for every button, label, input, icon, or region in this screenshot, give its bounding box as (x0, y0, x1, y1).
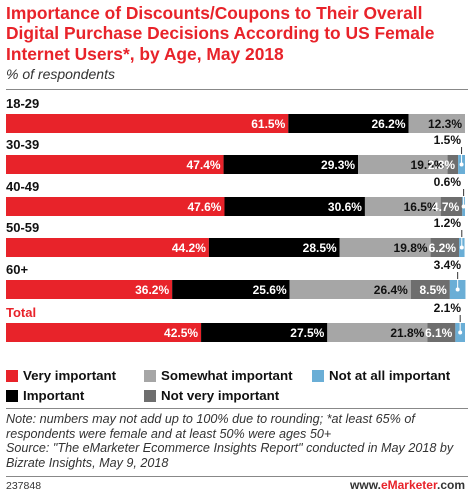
data-label: 1.2% (434, 216, 462, 230)
legend-somewhat-important: Somewhat important (144, 368, 293, 383)
data-label: 2.3% (428, 158, 456, 172)
legend-label: Important (23, 388, 85, 403)
category-label: 40-49 (6, 179, 39, 194)
legend-swatch-very-important (6, 369, 18, 382)
title-divider (6, 89, 468, 90)
data-label: 6.1% (425, 326, 453, 340)
data-label: 42.5% (164, 326, 198, 340)
legend-important: Important (6, 388, 84, 403)
leader-dot (458, 330, 463, 335)
legend-divider (6, 408, 468, 409)
source-note: Note: numbers may not add up to 100% due… (6, 412, 468, 470)
data-label: 25.6% (253, 283, 287, 297)
leader-dot (461, 204, 466, 209)
bar-not-very-important (430, 238, 460, 257)
data-label: 26.4% (374, 283, 408, 297)
emarketer-logo[interactable]: www.eMarketer.com (350, 478, 465, 492)
legend-label: Not very important (161, 388, 280, 403)
data-label: 28.5% (303, 241, 337, 255)
chart-id: 237848 (6, 480, 42, 492)
leader-dot (459, 245, 464, 250)
data-label: 19.8% (394, 241, 428, 255)
category-label: 18-29 (6, 96, 39, 111)
data-label: 47.6% (187, 200, 221, 214)
bar-not-very-important (410, 280, 450, 299)
data-label: 19.5% (411, 158, 445, 172)
bar-very-important (6, 197, 225, 216)
chart-legend: Very important Somewhat important Not at… (6, 366, 468, 406)
bar-somewhat-important (364, 197, 441, 216)
logo-suffix: .com (436, 478, 465, 492)
bar-important (224, 197, 365, 216)
bar-very-important (6, 323, 202, 342)
legend-very-important: Very important (6, 368, 116, 383)
data-label: 3.4% (434, 258, 462, 272)
bar-very-important (6, 114, 289, 133)
leader-dot (455, 287, 460, 292)
category-label: 50-59 (6, 220, 39, 235)
bar-somewhat-important (327, 323, 428, 342)
bar-very-important (6, 238, 209, 257)
data-label: 8.5% (419, 283, 447, 297)
legend-swatch-important (6, 389, 18, 402)
footer-divider (6, 476, 468, 477)
bar-not-very-important (427, 323, 456, 342)
bar-very-important (6, 280, 173, 299)
bar-not-very-important (440, 197, 463, 216)
chart-title: Importance of Discounts/Coupons to Their… (6, 3, 435, 64)
data-label: 30.6% (328, 200, 362, 214)
data-label: 44.2% (172, 241, 206, 255)
legend-not-very-important: Not very important (144, 388, 279, 403)
category-label: 30-39 (6, 137, 39, 152)
legend-not-at-all-important: Not at all important (312, 368, 450, 383)
bar-important (223, 155, 359, 174)
logo-brand: eMarketer (380, 478, 437, 492)
bar-very-important (6, 155, 224, 174)
data-label: 6.2% (429, 241, 457, 255)
legend-swatch-not-very-important (144, 389, 156, 402)
data-label: 21.8% (390, 326, 424, 340)
data-label: 47.4% (187, 158, 221, 172)
category-label: Total (6, 305, 36, 320)
legend-swatch-somewhat-important (144, 369, 156, 382)
legend-label: Somewhat important (161, 368, 293, 383)
data-label: 26.2% (372, 117, 406, 131)
data-label: 0.6% (434, 175, 462, 189)
data-label: 36.2% (135, 283, 169, 297)
data-label: 4.7% (432, 200, 460, 214)
bar-important (208, 238, 340, 257)
data-label: 16.5% (404, 200, 438, 214)
bar-important (201, 323, 328, 342)
leader-dot (459, 162, 464, 167)
data-label: 61.5% (251, 117, 285, 131)
stacked-bar-chart: 18-29 61.5% 26.2% 12.3% 30-39 47.4% 29.3% 19.5%… (6, 96, 466, 342)
data-label: 2.1% (434, 301, 462, 315)
bar-not-very-important (447, 155, 459, 174)
bar-important (288, 114, 409, 133)
data-label: 1.5% (434, 133, 462, 147)
data-label: 29.3% (321, 158, 355, 172)
bar-important (172, 280, 290, 299)
legend-label: Not at all important (329, 368, 451, 383)
bar-somewhat-important (339, 238, 431, 257)
legend-label: Very important (23, 368, 117, 383)
data-label: 27.5% (290, 326, 324, 340)
category-label: 60+ (6, 262, 28, 277)
logo-prefix: www. (350, 478, 381, 492)
note-text: Note: numbers may not add up to 100% due… (6, 412, 454, 470)
bar-somewhat-important (358, 155, 448, 174)
data-label: 12.3% (428, 117, 462, 131)
bar-somewhat-important (289, 280, 411, 299)
legend-swatch-not-at-all-important (312, 369, 324, 382)
chart-subtitle: % of respondents (6, 66, 115, 82)
bar-somewhat-important (408, 114, 465, 133)
